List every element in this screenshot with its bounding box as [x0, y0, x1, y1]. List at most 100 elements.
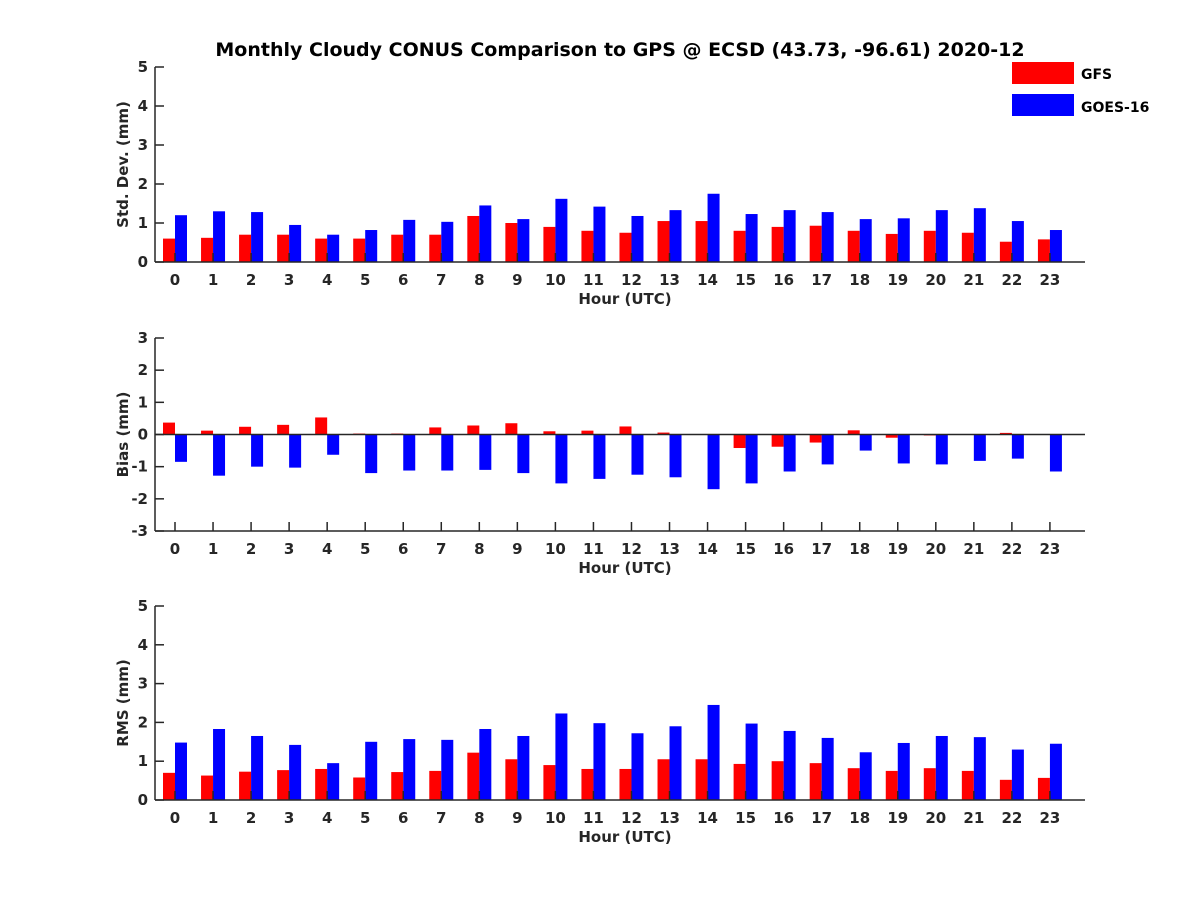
bar-goes16-hour-15 — [745, 214, 758, 262]
bar-goes16-hour-5 — [365, 434, 378, 474]
x-tick-label: 23 — [1039, 809, 1060, 827]
y-axis-label: RMS (mm) — [114, 659, 132, 746]
bar-goes16-hour-20 — [935, 434, 948, 465]
bar-gfs-hour-18 — [847, 430, 860, 435]
x-tick-label: 20 — [925, 809, 946, 827]
bar-gfs-hour-0 — [163, 238, 175, 262]
y-tick-label: 2 — [138, 361, 148, 379]
y-tick-label: 2 — [138, 175, 148, 193]
bar-goes16-hour-1 — [213, 211, 226, 262]
bar-goes16-hour-3 — [289, 434, 302, 468]
y-tick-label: 2 — [138, 713, 148, 731]
bar-goes16-hour-22 — [1011, 749, 1024, 800]
x-tick-label: 2 — [246, 809, 256, 827]
x-tick-label: 6 — [398, 540, 408, 558]
x-axis-label: Hour (UTC) — [578, 559, 671, 577]
y-tick-label: 3 — [138, 136, 148, 154]
y-tick-label: -1 — [131, 458, 148, 476]
x-tick-label: 4 — [322, 540, 332, 558]
bar-goes16-hour-1 — [213, 728, 226, 800]
x-tick-label: 0 — [170, 809, 180, 827]
x-tick-label: 14 — [697, 540, 718, 558]
bar-goes16-hour-6 — [403, 434, 416, 471]
bar-gfs-hour-8 — [467, 215, 480, 262]
x-tick-label: 16 — [773, 809, 794, 827]
y-tick-label: 5 — [138, 597, 148, 615]
bar-gfs-hour-9 — [505, 223, 518, 262]
y-tick-label: 1 — [138, 393, 148, 411]
legend-label-goes16: GOES-16 — [1081, 100, 1149, 116]
bar-goes16-hour-20 — [935, 210, 948, 262]
bar-goes16-hour-15 — [745, 723, 758, 800]
bar-goes16-hour-4 — [327, 763, 340, 800]
bar-gfs-hour-8 — [467, 752, 480, 800]
y-tick-label: -2 — [131, 490, 148, 508]
x-tick-label: 2 — [246, 540, 256, 558]
x-tick-label: 5 — [360, 540, 370, 558]
x-tick-label: 13 — [659, 809, 680, 827]
bar-gfs-hour-22 — [999, 241, 1012, 262]
bar-goes16-hour-0 — [175, 434, 187, 462]
x-tick-label: 10 — [545, 809, 566, 827]
bar-gfs-hour-7 — [429, 770, 442, 800]
y-tick-label: 1 — [138, 214, 148, 232]
x-tick-label: 8 — [474, 271, 484, 289]
y-tick-label: 0 — [138, 253, 148, 271]
bar-goes16-hour-10 — [555, 434, 568, 484]
bar-goes16-hour-23 — [1049, 230, 1062, 262]
bar-goes16-hour-6 — [403, 739, 416, 800]
bar-gfs-hour-3 — [277, 770, 290, 800]
bar-goes16-hour-3 — [289, 224, 302, 262]
bar-gfs-hour-15 — [733, 434, 746, 449]
bar-goes16-hour-18 — [859, 219, 872, 262]
x-tick-label: 7 — [436, 809, 446, 827]
bar-gfs-hour-6 — [391, 772, 404, 800]
bar-gfs-hour-23 — [1037, 777, 1050, 800]
x-tick-label: 19 — [887, 809, 908, 827]
x-tick-label: 5 — [360, 271, 370, 289]
x-tick-label: 19 — [887, 271, 908, 289]
x-tick-label: 13 — [659, 540, 680, 558]
y-tick-label: 3 — [138, 329, 148, 347]
bar-gfs-hour-1 — [201, 237, 214, 262]
x-tick-label: 12 — [621, 271, 642, 289]
bar-gfs-hour-20 — [923, 768, 936, 800]
x-tick-label: 11 — [583, 809, 604, 827]
bar-gfs-hour-7 — [429, 234, 442, 262]
y-tick-label: 3 — [138, 675, 148, 693]
x-tick-label: 2 — [246, 271, 256, 289]
y-tick-label: 4 — [138, 97, 148, 115]
bar-gfs-hour-1 — [201, 430, 214, 435]
bar-gfs-hour-4 — [315, 768, 328, 800]
bar-gfs-hour-11 — [581, 230, 594, 262]
bar-goes16-hour-9 — [517, 219, 530, 262]
bar-gfs-hour-3 — [277, 234, 290, 262]
x-tick-label: 15 — [735, 809, 756, 827]
bar-goes16-hour-17 — [821, 737, 834, 800]
bar-goes16-hour-19 — [897, 742, 910, 800]
bar-goes16-hour-16 — [783, 210, 796, 262]
bar-goes16-hour-21 — [973, 434, 986, 461]
x-axis-label: Hour (UTC) — [578, 828, 671, 846]
x-tick-label: 20 — [925, 271, 946, 289]
x-tick-label: 5 — [360, 809, 370, 827]
x-tick-label: 14 — [697, 809, 718, 827]
x-tick-label: 9 — [512, 809, 522, 827]
y-axis-label: Std. Dev. (mm) — [114, 101, 132, 228]
bar-gfs-hour-5 — [353, 777, 366, 800]
y-tick-label: 0 — [138, 791, 148, 809]
x-tick-label: 8 — [474, 540, 484, 558]
bar-gfs-hour-8 — [467, 425, 480, 435]
bar-gfs-hour-19 — [885, 233, 898, 262]
bar-goes16-hour-14 — [707, 704, 720, 800]
bar-goes16-hour-18 — [859, 434, 872, 451]
bar-goes16-hour-5 — [365, 741, 378, 800]
bar-goes16-hour-23 — [1049, 434, 1062, 472]
y-tick-label: 5 — [138, 58, 148, 76]
x-tick-label: 7 — [436, 271, 446, 289]
bar-gfs-hour-2 — [239, 234, 252, 262]
bar-goes16-hour-19 — [897, 434, 910, 464]
